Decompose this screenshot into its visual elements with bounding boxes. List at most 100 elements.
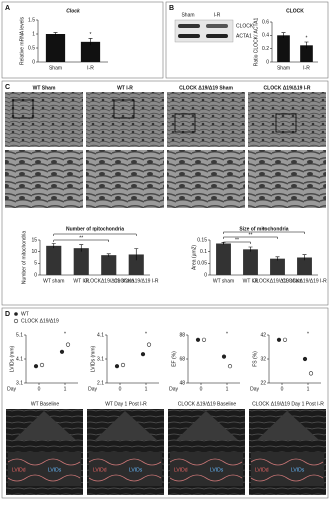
point xyxy=(114,364,120,369)
error-bar xyxy=(281,32,286,38)
x-tick-label: Sham xyxy=(49,65,62,71)
bracket xyxy=(223,241,251,244)
zoom-box xyxy=(113,99,135,119)
x-tick-label: CLOCKΔ19/Δ19 I-R xyxy=(282,278,327,284)
lane-label: I-R xyxy=(214,12,221,18)
band-label: CLOCK xyxy=(236,23,254,29)
legend-label: CLOCK Δ19/Δ19 xyxy=(21,318,59,324)
y-tick-label: 10 xyxy=(31,249,37,255)
y-tick-label: 4.1 xyxy=(16,356,23,362)
y-tick-label: 5 xyxy=(34,261,37,267)
point xyxy=(33,364,39,369)
echo-label: LVIDd xyxy=(174,467,188,473)
bar xyxy=(101,255,117,275)
y-tick-label: 5.1 xyxy=(16,332,23,338)
point xyxy=(120,362,126,368)
micrograph-zoom xyxy=(5,150,83,208)
x-tick-label: 1 xyxy=(307,386,310,392)
x-tick-label: WT sham xyxy=(43,278,64,284)
x-tick-label: 1 xyxy=(145,386,148,392)
y-axis-label: Relative mRNA levels xyxy=(19,16,25,65)
panel-label: D xyxy=(5,311,10,318)
error-bar xyxy=(302,254,307,261)
error-bar xyxy=(51,243,56,249)
bracket xyxy=(223,231,305,234)
y-axis-label: LVIDs (mm) xyxy=(9,346,15,373)
legend-marker xyxy=(13,318,19,324)
bracket xyxy=(223,236,278,239)
bar xyxy=(73,248,89,275)
point xyxy=(59,349,65,354)
x-tick-label: I-R xyxy=(303,65,310,71)
y-tick-label: 0 xyxy=(204,272,207,278)
micrograph xyxy=(86,92,164,147)
x-tick-label: CLOCKΔ19/Δ19 sham xyxy=(84,278,134,284)
echo-fan xyxy=(95,411,157,440)
micrograph-label: CLOCK Δ19/Δ19 Sham xyxy=(179,85,233,91)
x-tick-label: 1 xyxy=(64,386,67,392)
y-axis-label: EF (%) xyxy=(171,351,177,367)
bar xyxy=(45,34,66,62)
echo-label: LVIDs xyxy=(210,467,224,473)
y-axis-label: LVIDs (mm) xyxy=(90,346,96,373)
x-tick-label: WT I-R xyxy=(73,278,89,284)
point xyxy=(276,337,282,342)
significance: * xyxy=(306,35,308,41)
bracket xyxy=(53,239,109,242)
lane-label: Sham xyxy=(181,12,194,18)
y-axis-label: Area (µm2) xyxy=(191,245,197,270)
micrograph xyxy=(5,92,83,147)
echo-fan xyxy=(14,411,76,440)
y-tick-label: 68 xyxy=(179,356,185,362)
zoom-box xyxy=(12,99,34,119)
echo-label: LVIDd xyxy=(93,467,107,473)
chart-title: CLOCK xyxy=(286,8,304,14)
y-tick-label: 1 xyxy=(32,31,35,37)
echo-caption: WT Baseline xyxy=(31,401,59,407)
echo-label: LVIDs xyxy=(129,467,143,473)
echo-caption: CLOCK Δ19/Δ19 Day 1 Post I-R xyxy=(252,401,324,407)
x-tick-label: WT I-R xyxy=(243,278,259,284)
point xyxy=(308,371,314,376)
panel-label: C xyxy=(5,84,10,91)
point xyxy=(65,342,71,347)
echo-label: LVIDd xyxy=(12,467,26,473)
panel-label: A xyxy=(5,5,10,12)
point xyxy=(221,354,227,359)
legend-label: WT xyxy=(21,311,29,317)
bar xyxy=(297,257,312,275)
x-axis-label: Day xyxy=(250,386,259,392)
x-tick-label: 0 xyxy=(38,386,41,392)
y-tick-label: 0.5 xyxy=(28,45,35,51)
echo-label: LVIDs xyxy=(291,467,305,473)
error-bar xyxy=(53,32,58,36)
y-axis-label: Ratio CLOCK/ ACTA1 xyxy=(253,18,259,67)
x-axis-label: Day xyxy=(7,386,16,392)
micrograph xyxy=(167,92,245,147)
bar xyxy=(128,254,144,275)
echo-trace xyxy=(169,458,243,482)
significance: ** xyxy=(79,235,83,241)
micrograph-label: WT Sham xyxy=(33,85,56,91)
x-tick-label: Sham xyxy=(277,65,290,71)
error-bar xyxy=(88,38,93,46)
x-tick-label: 0 xyxy=(200,386,203,392)
error-bar xyxy=(106,253,111,257)
y-axis-label: Number of mitochondria xyxy=(21,231,27,285)
point xyxy=(227,364,233,369)
significance: ** xyxy=(262,227,266,233)
bracket xyxy=(53,233,137,236)
x-tick-label: 1 xyxy=(226,386,229,392)
point xyxy=(302,356,308,362)
echo-caption: CLOCK Δ19/Δ19 Baseline xyxy=(178,401,237,407)
y-tick-label: 88 xyxy=(179,332,185,338)
y-tick-label: 0.1 xyxy=(200,249,207,255)
echo-trace xyxy=(250,458,324,482)
x-tick-label: CLOCKΔ19/Δ19 I-R xyxy=(114,278,159,284)
micrograph xyxy=(248,92,326,147)
significance: * xyxy=(64,331,66,337)
y-tick-label: 0.6 xyxy=(262,19,269,25)
y-tick-label: 4.1 xyxy=(97,332,104,338)
